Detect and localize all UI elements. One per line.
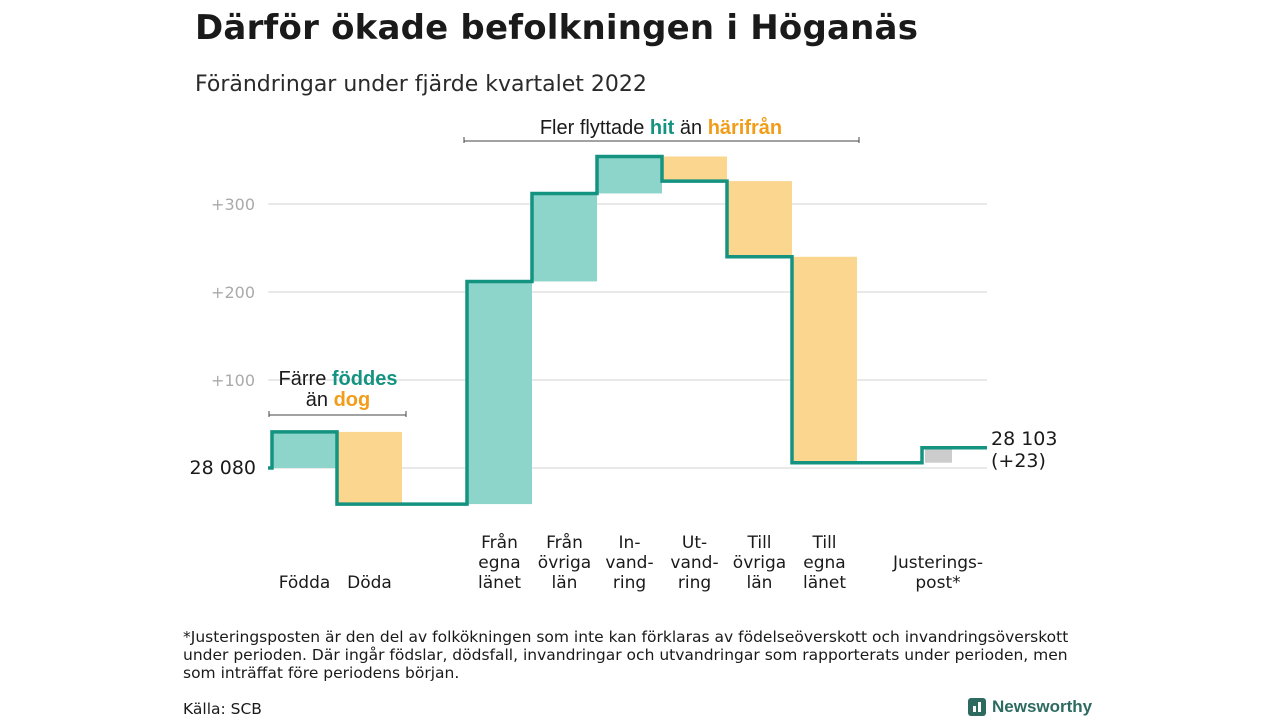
births-annotation: Färre föddes <box>279 368 398 390</box>
migration-bracket <box>463 137 860 143</box>
source-note: Källa: SCB <box>183 700 262 718</box>
category-label: egna <box>803 553 845 573</box>
category-label: Till <box>811 533 836 553</box>
category-label: län <box>747 573 773 593</box>
category-label: egna <box>478 553 520 573</box>
category-label: Från <box>481 532 518 553</box>
category-label: Födda <box>279 573 331 593</box>
category-label: Döda <box>347 573 392 593</box>
chart-logo-icon <box>968 698 986 716</box>
bar <box>467 281 532 505</box>
y-tick-label: +100 <box>211 371 255 390</box>
bar <box>272 431 337 468</box>
bar <box>792 256 857 463</box>
category-label: Justerings- <box>892 553 983 573</box>
waterfall-chart: +100 +200 +300 28 080 28 103(+23) Födda Döda Fr… <box>190 116 1058 593</box>
category-label: Ut- <box>682 533 707 553</box>
brand-logo: Newsworthy <box>968 697 1092 717</box>
migration-annotation: Fler flyttade hit än härifrån <box>540 116 782 139</box>
births-annotation-line2: än dog <box>306 389 370 411</box>
end-value-label: 28 103 <box>991 428 1057 450</box>
category-label: ring <box>613 573 646 593</box>
start-value-label: 28 080 <box>190 457 256 479</box>
category-label: länet <box>803 573 846 593</box>
chart-subtitle: Förändringar under fjärde kvartalet 2022 <box>195 72 647 97</box>
chart-title: Därför ökade befolkningen i Höganäs <box>195 8 919 48</box>
category-label: övriga <box>733 553 786 573</box>
category-label: län <box>552 573 578 593</box>
end-change-label: (+23) <box>991 450 1046 472</box>
bar <box>597 156 662 194</box>
y-tick-label: +200 <box>211 283 255 302</box>
category-label: In- <box>619 533 641 553</box>
category-label: länet <box>478 573 521 593</box>
category-label: Från <box>546 532 583 553</box>
category-label: Till <box>746 533 771 553</box>
step-line <box>268 154 987 506</box>
brand-name: Newsworthy <box>992 697 1093 716</box>
category-label: post* <box>915 573 960 593</box>
category-label: övriga <box>538 553 591 573</box>
bar <box>337 431 402 505</box>
bar <box>925 447 952 463</box>
category-label: vand- <box>670 553 718 573</box>
footnote: *Justeringsposten är den del av folkökni… <box>183 628 1069 682</box>
category-label: ring <box>678 573 711 593</box>
bar <box>532 193 597 282</box>
bar <box>727 181 792 257</box>
y-tick-label: +300 <box>211 195 255 214</box>
bar <box>662 156 727 182</box>
births-bracket <box>268 411 407 417</box>
category-label: vand- <box>605 553 653 573</box>
